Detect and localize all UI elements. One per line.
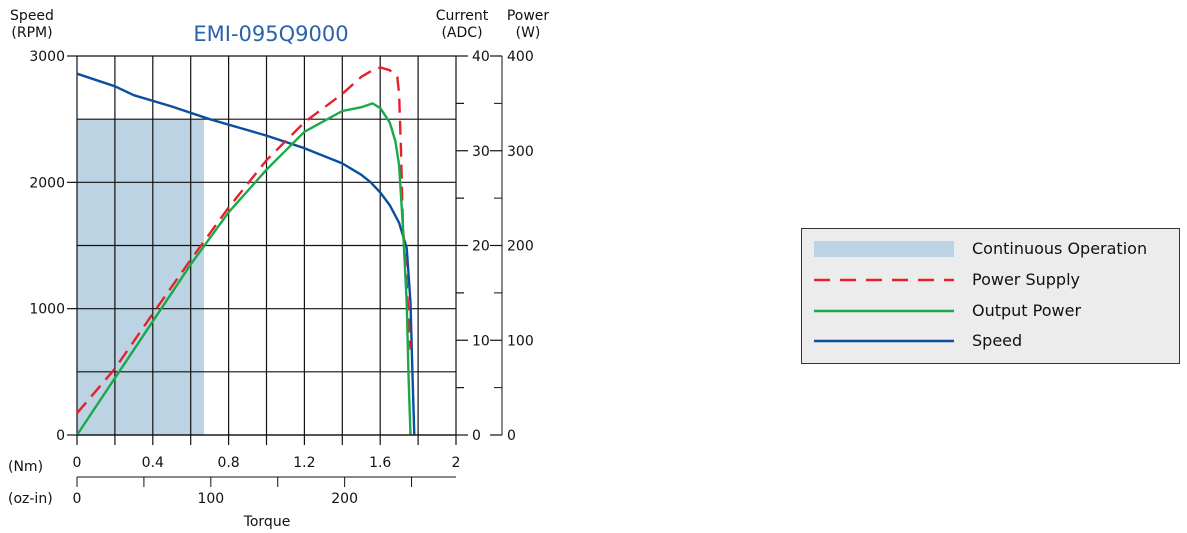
speed-tick-label: 3000 (29, 49, 65, 65)
x-axis-ozin-unit-label: (oz-in) (8, 491, 53, 507)
nm-tick-label: 0 (73, 455, 82, 471)
legend-item-output-power: Output Power (802, 299, 1179, 323)
legend-item-continuous-operation: Continuous Operation (802, 237, 1179, 261)
legend-swatch-output-power (814, 309, 954, 313)
legend-swatch-speed (814, 339, 954, 343)
chart-series (76, 66, 416, 436)
ozin-tick-label: 200 (331, 491, 358, 507)
legend-swatch-continuous-operation (814, 241, 954, 257)
nm-tick-label: 0.4 (142, 455, 164, 471)
current-tick-label: 10 (472, 333, 490, 349)
power-axis-label-line2: (W) (516, 25, 541, 41)
speed-tick-label: 2000 (29, 175, 65, 191)
continuous-operation-region (77, 119, 204, 436)
series-line-speed (76, 72, 416, 436)
speed-tick-label: 0 (56, 428, 65, 444)
nm-tick-label: 2 (452, 455, 461, 471)
power-tick-label: 300 (507, 144, 534, 160)
power-tick-label: 200 (507, 239, 534, 255)
series-line-power-supply (76, 66, 412, 414)
power-tick-label: 400 (507, 49, 534, 65)
legend-label-continuous-operation: Continuous Operation (972, 239, 1148, 258)
chart-legend: Continuous Operation Power Supply Output… (801, 228, 1180, 364)
legend-item-power-supply: Power Supply (802, 268, 1179, 292)
current-axis-label-line2: (ADC) (441, 25, 482, 41)
nm-tick-label: 0.8 (217, 455, 239, 471)
legend-label-speed: Speed (972, 331, 1023, 350)
power-axis-label-line1: Power (507, 8, 550, 24)
speed-tick-label: 1000 (29, 302, 65, 318)
speed-axis-label-line1: Speed (10, 8, 54, 24)
nm-tick-label: 1.2 (293, 455, 315, 471)
nm-tick-label: 1.6 (369, 455, 391, 471)
legend-label-power-supply: Power Supply (972, 270, 1080, 289)
current-tick-label: 20 (472, 239, 490, 255)
ozin-tick-label: 0 (73, 491, 82, 507)
x-axis-title: Torque (243, 514, 291, 530)
ozin-tick-label: 100 (197, 491, 224, 507)
legend-item-speed: Speed (802, 329, 1179, 353)
power-tick-label: 100 (507, 333, 534, 349)
current-tick-label: 30 (472, 144, 490, 160)
legend-label-output-power: Output Power (972, 301, 1082, 320)
current-tick-label: 40 (472, 49, 490, 65)
power-tick-label: 0 (507, 428, 516, 444)
chart-title: EMI-095Q9000 (193, 22, 348, 46)
speed-axis-label-line2: (RPM) (11, 25, 52, 41)
legend-swatch-power-supply (814, 278, 954, 282)
series-line-output-power (76, 102, 412, 436)
x-axis-nm-unit-label: (Nm) (8, 459, 43, 475)
current-axis-label-line1: Current (436, 8, 489, 24)
current-tick-label: 0 (472, 428, 481, 444)
